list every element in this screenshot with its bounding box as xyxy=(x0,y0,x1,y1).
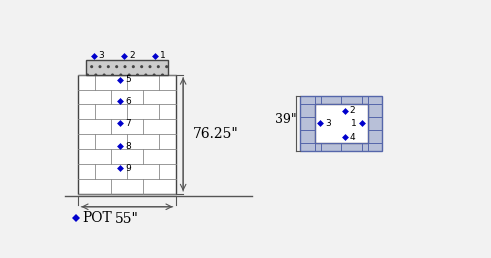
Text: 39": 39" xyxy=(275,113,297,126)
Text: 2: 2 xyxy=(129,51,135,60)
Text: POT: POT xyxy=(82,211,112,225)
Text: 5: 5 xyxy=(125,75,131,84)
Text: 6: 6 xyxy=(125,97,131,106)
Text: 55": 55" xyxy=(115,212,139,226)
Text: 2: 2 xyxy=(350,106,355,115)
Text: 8: 8 xyxy=(125,142,131,151)
Bar xyxy=(300,96,382,151)
Bar xyxy=(79,75,176,194)
Text: 9: 9 xyxy=(125,164,131,173)
Text: 76.25": 76.25" xyxy=(192,127,239,141)
Text: 4: 4 xyxy=(350,133,355,142)
Text: 3: 3 xyxy=(325,119,331,128)
Text: 1: 1 xyxy=(351,119,357,128)
Bar xyxy=(86,60,168,75)
Text: 7: 7 xyxy=(125,119,131,128)
Bar xyxy=(315,103,367,143)
Text: 3: 3 xyxy=(99,51,105,60)
Text: 1: 1 xyxy=(160,51,165,60)
